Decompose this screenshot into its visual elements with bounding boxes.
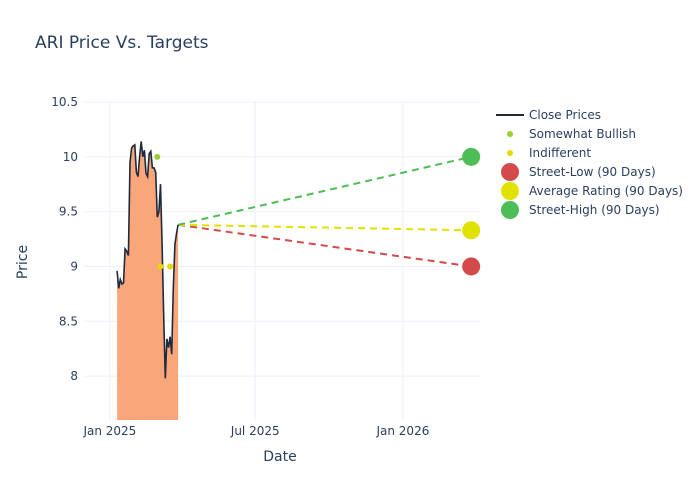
legend-label: Close Prices xyxy=(529,108,601,122)
legend-swatch xyxy=(507,131,513,137)
street-high-line xyxy=(177,155,472,226)
y-tick-label: 8 xyxy=(70,369,78,383)
y-tick-label: 9 xyxy=(70,259,78,273)
y-tick-label: 10.5 xyxy=(51,95,78,109)
data-layer xyxy=(116,141,481,420)
x-tick-label: Jan 2025 xyxy=(82,424,136,438)
legend-label: Somewhat Bullish xyxy=(529,127,636,141)
legend-swatch xyxy=(501,182,519,200)
legend-label: Indifferent xyxy=(529,146,591,160)
y-axis-title: Price xyxy=(15,245,31,279)
legend: Close Prices Somewhat Bullish Indifferent S… xyxy=(496,108,683,219)
close-price-line xyxy=(116,141,179,379)
axis-layer: Date Price 8 8.5 9 9.5 10 10.5 Jan 2025 Jul 202… xyxy=(15,95,429,465)
x-axis-title: Date xyxy=(263,449,296,465)
average-rating-line xyxy=(178,223,472,232)
average-rating-marker xyxy=(462,221,481,240)
y-tick-label: 10 xyxy=(63,150,78,164)
indifferent-point xyxy=(167,263,174,270)
close-price-area xyxy=(117,141,179,420)
y-tick-label: 8.5 xyxy=(59,314,78,328)
y-tick-label: 9.5 xyxy=(59,205,78,219)
grid-layer xyxy=(85,101,480,420)
street-high-marker xyxy=(462,147,481,166)
legend-label: Street-Low (90 Days) xyxy=(529,165,656,179)
street-low-marker xyxy=(462,257,481,276)
street-low-line xyxy=(177,223,472,268)
legend-label: Street-High (90 Days) xyxy=(529,203,660,217)
somewhat-bullish-point xyxy=(154,153,161,160)
legend-swatch xyxy=(501,163,519,181)
x-tick-label: Jul 2025 xyxy=(230,424,280,438)
x-tick-label: Jan 2026 xyxy=(375,424,429,438)
legend-swatch xyxy=(501,201,519,219)
indifferent-point xyxy=(157,263,164,270)
legend-swatch xyxy=(507,150,513,156)
legend-label: Average Rating (90 Days) xyxy=(529,184,683,198)
chart-title: ARI Price Vs. Targets xyxy=(35,33,209,53)
